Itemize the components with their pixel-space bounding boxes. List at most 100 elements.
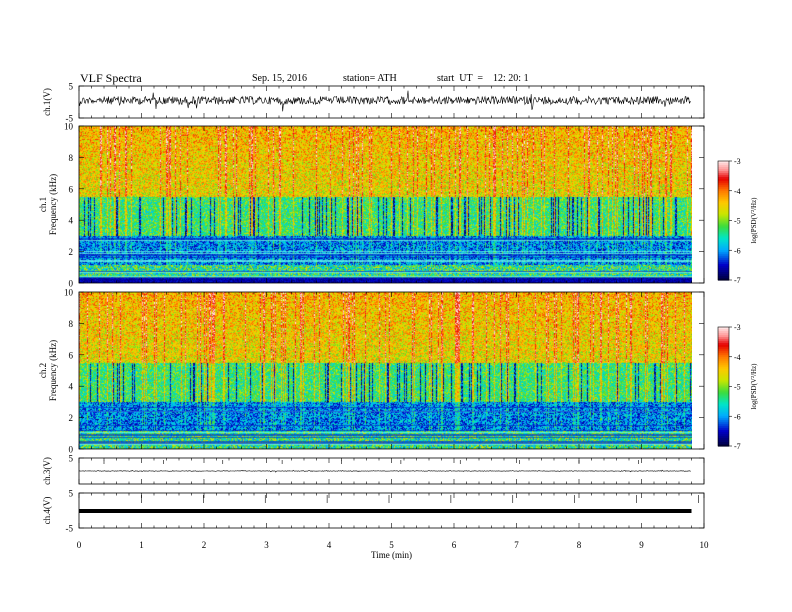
colorbar-cell: [718, 268, 729, 271]
colorbar-cell: [718, 340, 729, 344]
x-tick-label: 3: [264, 540, 269, 550]
colorbar-cell: [718, 264, 729, 267]
colorbar-cell: [718, 386, 729, 390]
colorbar-cell: [718, 346, 729, 350]
colorbar-cell: [718, 168, 729, 172]
colorbar-cell: [718, 398, 729, 401]
colorbar-cell: [718, 238, 729, 241]
y-tick-label: 5: [69, 489, 74, 499]
x-tick-label: 2: [202, 540, 207, 550]
y-axis-label: ch.1(V): [42, 88, 52, 116]
colorbar-tick-label: -6: [734, 412, 741, 421]
x-tick-label: 10: [700, 540, 710, 550]
colorbar-cell: [718, 396, 729, 399]
colorbar-tick-label: -5: [734, 383, 741, 392]
x-tick-label: 9: [639, 540, 644, 550]
y-axis-label: ch.1: [38, 197, 48, 212]
y-axis-label: ch.3(V): [42, 457, 52, 485]
y-axis-label: ch.2: [38, 363, 48, 378]
colorbar-cell: [718, 220, 729, 224]
colorbar-cell: [718, 276, 729, 279]
colorbar-cell: [718, 186, 729, 190]
y-tick-label: 0: [69, 445, 74, 455]
colorbar-cell: [718, 418, 729, 421]
colorbar-cell: [718, 274, 729, 277]
colorbar-cell: [718, 258, 729, 261]
y-tick-label: 4: [69, 382, 74, 392]
colorbar-cell: [718, 372, 729, 376]
colorbar-cell: [718, 166, 729, 170]
colorbar-tick-label: -7: [734, 442, 741, 451]
colorbar-cell: [718, 426, 729, 429]
x-tick-label: 1: [139, 540, 144, 550]
colorbar-cell: [718, 382, 729, 386]
y-tick-label: 10: [64, 122, 74, 132]
colorbar-cell: [718, 196, 729, 200]
colorbar-cell: [718, 442, 729, 445]
colorbar-cell: [718, 362, 729, 366]
colorbar-cell: [718, 254, 729, 257]
colorbar-cell: [718, 422, 729, 425]
colorbar-cell: [718, 332, 729, 336]
colorbar-cell: [718, 430, 729, 433]
colorbar-cell: [718, 402, 729, 405]
colorbar-cell: [718, 328, 729, 332]
colorbar-cell: [718, 184, 729, 188]
colorbar-cell: [718, 180, 729, 184]
colorbar-cell: [718, 438, 729, 441]
colorbar-cell: [718, 400, 729, 403]
y-tick-label: 5: [69, 82, 74, 92]
x-tick-label: 0: [77, 540, 82, 550]
colorbar-cell: [718, 266, 729, 269]
y-tick-label: 8: [69, 153, 74, 163]
colorbar-cell: [718, 358, 729, 362]
colorbar-cell: [718, 262, 729, 265]
colorbar-cell: [718, 444, 729, 447]
colorbar-cell: [718, 232, 729, 235]
colorbar-cell: [718, 390, 729, 394]
ch4-waveform-trace: [79, 509, 692, 513]
colorbar-cell: [718, 380, 729, 384]
y-tick-label: -5: [66, 114, 74, 124]
colorbar-cell: [718, 376, 729, 380]
y-tick-label: 6: [69, 184, 74, 194]
colorbar-cell: [718, 244, 729, 247]
colorbar-cell: [718, 200, 729, 204]
colorbar-cell: [718, 250, 729, 253]
colorbar-cell: [718, 336, 729, 340]
colorbar-cell: [718, 342, 729, 346]
ch1-spectrogram-image: [79, 126, 692, 283]
colorbar-cell: [718, 218, 729, 222]
x-tick-label: 7: [514, 540, 519, 550]
ch2-spectrogram-image: [79, 292, 692, 449]
colorbar-cell: [718, 208, 729, 212]
colorbar-cell: [718, 256, 729, 259]
x-tick-label: 8: [577, 540, 582, 550]
colorbar-cell: [718, 242, 729, 245]
colorbar-cell: [718, 327, 729, 330]
colorbar-cell: [718, 234, 729, 237]
y-axis-label: Frequency (kHz): [48, 174, 58, 235]
colorbar-cell: [718, 278, 729, 281]
colorbar-cell: [718, 224, 729, 228]
colorbar-cell: [718, 212, 729, 216]
colorbar-cell: [718, 440, 729, 443]
colorbar-cell: [718, 246, 729, 249]
x-tick-label: 6: [452, 540, 457, 550]
x-tick-label: 5: [389, 540, 394, 550]
colorbar-tick-label: -5: [734, 217, 741, 226]
colorbar-tick-label: -7: [734, 276, 741, 285]
colorbar-cell: [718, 198, 729, 202]
colorbar-cell: [718, 436, 729, 439]
y-tick-label: -5: [66, 524, 74, 534]
colorbar-cell: [718, 432, 729, 435]
colorbar-cell: [718, 414, 729, 417]
colorbar-cell: [718, 240, 729, 243]
colorbar-cell: [718, 344, 729, 348]
colorbar-cell: [718, 226, 729, 230]
colorbar-cell: [718, 214, 729, 218]
colorbar-cell: [718, 352, 729, 356]
ch3-waveform-trace: [78, 469, 691, 473]
colorbar-cell: [718, 172, 729, 176]
